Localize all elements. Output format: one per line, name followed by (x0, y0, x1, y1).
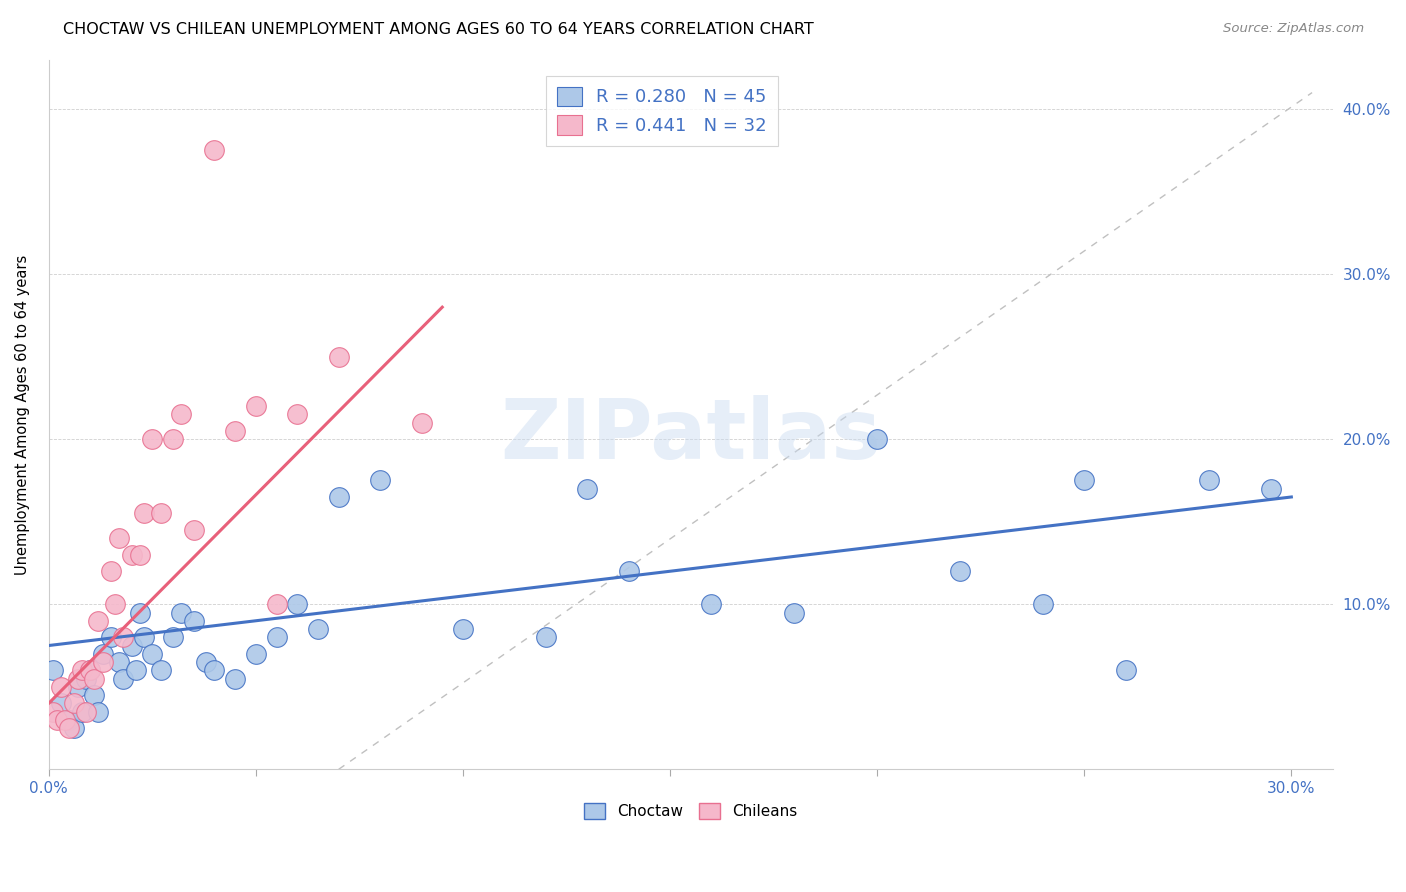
Point (162, 630, 184, 644)
Point (141, 647, 163, 661)
Point (783, 606, 806, 620)
Point (245, 399, 267, 413)
Point (328, 350, 350, 364)
Point (87, 614, 110, 628)
Point (1260, 482, 1282, 496)
Point (224, 424, 246, 438)
Point (79, 663, 101, 677)
Point (411, 416, 433, 430)
Point (87, 705, 110, 719)
Point (162, 432, 184, 446)
Point (170, 606, 193, 620)
Point (58, 713, 80, 727)
Point (204, 144, 226, 158)
Text: CHOCTAW VS CHILEAN UNEMPLOYMENT AMONG AGES 60 TO 64 YEARS CORRELATION CHART: CHOCTAW VS CHILEAN UNEMPLOYMENT AMONG AG… (63, 22, 814, 37)
Point (328, 490, 350, 504)
Point (285, 597, 308, 611)
Point (108, 531, 131, 545)
Legend: Choctaw, Chileans: Choctaw, Chileans (578, 797, 804, 825)
Point (62, 696, 84, 710)
Point (195, 655, 218, 669)
Point (204, 663, 226, 677)
Point (245, 647, 267, 661)
Text: ZIPatlas: ZIPatlas (501, 395, 882, 476)
Point (128, 606, 150, 620)
Point (266, 630, 288, 644)
Point (866, 432, 889, 446)
Point (58, 721, 80, 735)
Point (108, 655, 131, 669)
Point (266, 597, 288, 611)
Text: Source: ZipAtlas.com: Source: ZipAtlas.com (1223, 22, 1364, 36)
Point (949, 564, 972, 578)
Point (617, 564, 640, 578)
Point (183, 523, 205, 537)
Point (91, 655, 114, 669)
Point (141, 432, 163, 446)
Point (46, 713, 69, 727)
Point (53, 713, 76, 727)
Point (1032, 597, 1054, 611)
Point (451, 622, 474, 636)
Point (1115, 663, 1137, 677)
Point (42, 705, 65, 719)
Point (112, 672, 135, 686)
Point (576, 482, 599, 496)
Point (62, 721, 84, 735)
Point (224, 672, 246, 686)
Point (149, 663, 172, 677)
Point (51, 696, 73, 710)
Point (79, 663, 101, 677)
Point (125, 663, 148, 677)
Point (149, 507, 172, 521)
Point (75, 672, 97, 686)
Point (42, 663, 65, 677)
Point (51, 680, 73, 694)
Point (91, 647, 114, 661)
Point (112, 630, 135, 644)
Point (368, 474, 391, 488)
Point (70, 663, 93, 677)
Point (83, 672, 105, 686)
Point (307, 622, 329, 636)
Point (121, 548, 143, 562)
Point (170, 408, 193, 422)
Point (104, 597, 127, 611)
Point (100, 630, 122, 644)
Point (75, 705, 97, 719)
Y-axis label: Unemployment Among Ages 60 to 64 years: Unemployment Among Ages 60 to 64 years (15, 254, 30, 574)
Point (132, 630, 155, 644)
Point (183, 614, 205, 628)
Point (66, 672, 89, 686)
Point (128, 548, 150, 562)
Point (534, 630, 557, 644)
Point (70, 705, 93, 719)
Point (83, 688, 105, 702)
Point (1198, 474, 1220, 488)
Point (132, 507, 155, 521)
Point (700, 597, 723, 611)
Point (121, 639, 143, 653)
Point (285, 408, 308, 422)
Point (100, 564, 122, 578)
Point (1073, 474, 1095, 488)
Point (66, 680, 89, 694)
